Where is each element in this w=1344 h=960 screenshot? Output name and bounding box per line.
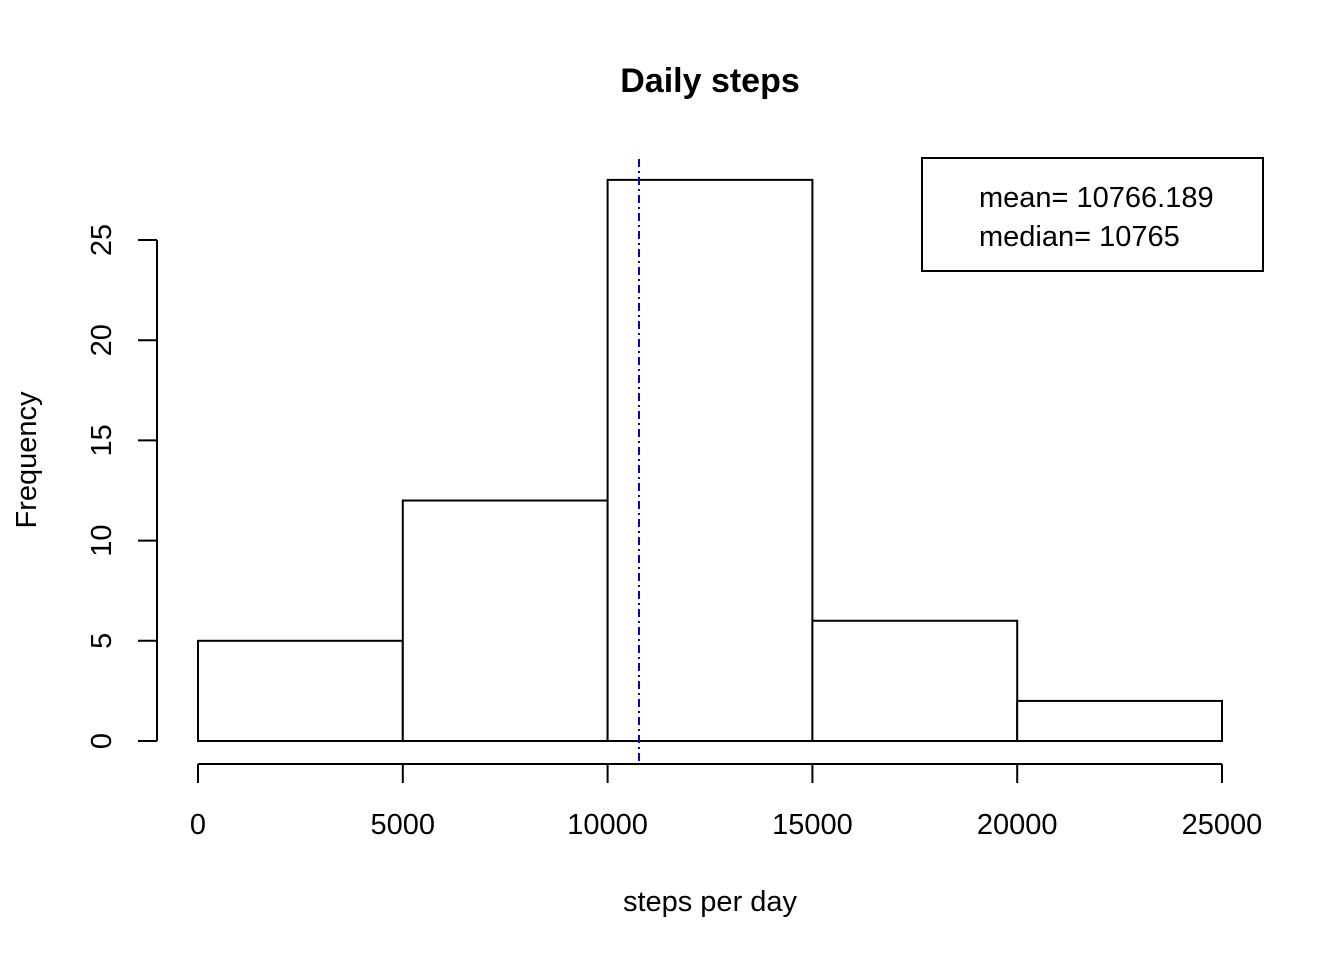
histogram-bar-1: [401, 499, 609, 742]
x-axis: 0 5000 10000 15000 20000 25000: [190, 763, 1263, 841]
legend-entry-mean: mean= 10766.189: [979, 182, 1214, 214]
histogram-bar-3: [811, 619, 1019, 743]
histogram-bar-0: [197, 639, 404, 742]
y-tick-label: 25: [86, 224, 118, 256]
chart-title: Daily steps: [620, 62, 800, 100]
histogram-bars: [197, 178, 1224, 743]
y-tick-label: 5: [86, 633, 118, 649]
x-axis-label: steps per day: [623, 886, 798, 918]
x-tick-label: 20000: [977, 809, 1058, 841]
y-tick-label: 0: [86, 733, 118, 749]
histogram-bar-4: [1016, 699, 1224, 742]
x-tick-label: 25000: [1182, 809, 1263, 841]
legend: mean= 10766.189 median= 10765: [921, 157, 1264, 272]
x-tick-label: 15000: [772, 809, 853, 841]
histogram-bar-2: [606, 178, 814, 742]
x-tick-label: 5000: [371, 809, 436, 841]
x-tick-label: 0: [190, 809, 206, 841]
legend-box: [921, 157, 1264, 272]
y-axis-label: Frequency: [11, 391, 43, 529]
x-tick-label: 10000: [567, 809, 648, 841]
y-tick-label: 10: [86, 524, 118, 556]
legend-entry-median: median= 10765: [979, 221, 1180, 253]
y-tick-label: 20: [86, 324, 118, 356]
y-axis: 0 5 10 15 20 25: [86, 224, 158, 749]
y-tick-label: 15: [86, 424, 118, 456]
